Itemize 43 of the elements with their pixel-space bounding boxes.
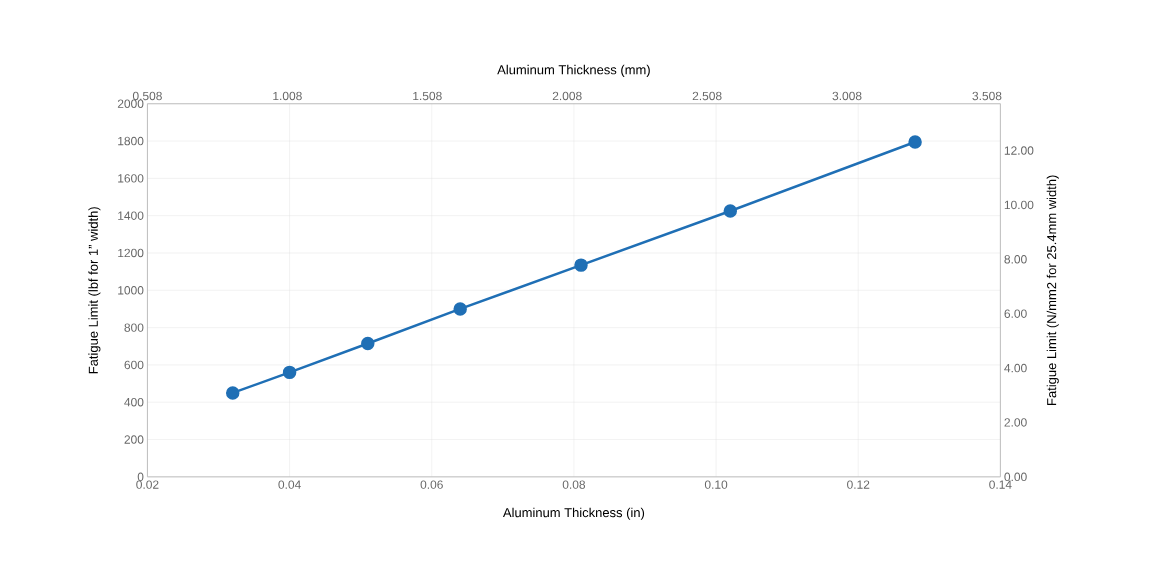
x-tick-label: 0.08 — [562, 480, 586, 490]
y2-axis-title: Fatigue Limit (N/mm2 for 25.4mm width) — [1046, 175, 1059, 406]
y2-tick-label: 12.00 — [1004, 146, 1034, 155]
x2-tick-label: 0.508 — [132, 91, 162, 101]
y2-tick-label: 6.00 — [1004, 309, 1027, 319]
x-tick-label: 0.12 — [847, 480, 870, 490]
y-tick-label: 2000 — [117, 99, 144, 109]
x2-tick-label: 1.508 — [413, 91, 442, 101]
y-tick-label: 600 — [124, 360, 144, 370]
y-tick-label: 1200 — [118, 248, 144, 258]
y2-tick-label: 2.00 — [1004, 418, 1027, 427]
x2-axis-title: Aluminum Thickness (mm) — [497, 65, 650, 78]
point — [453, 302, 467, 316]
x2-tick-label: 3.008 — [832, 91, 862, 101]
point — [723, 204, 738, 218]
y2-tick-label: 0.00 — [1004, 472, 1027, 482]
x-axis-title: Aluminum Thickness (in) — [502, 507, 645, 520]
x-tick-label: 0.06 — [420, 480, 443, 490]
x-tick-label: 0.14 — [989, 480, 1012, 490]
y-tick-label: 800 — [124, 323, 144, 333]
y2-tick-label: 4.00 — [1004, 364, 1027, 373]
x2-tick-label: 2.008 — [552, 91, 582, 101]
point — [574, 258, 588, 273]
x2-tick-label: 3.508 — [972, 91, 1002, 101]
x-tick-label: 0.02 — [136, 480, 159, 490]
point — [908, 135, 922, 149]
point — [282, 365, 297, 380]
y2-tick-label: 8.00 — [1004, 255, 1027, 264]
x-tick-label: 0.04 — [278, 480, 301, 490]
y-tick-label: 1000 — [118, 286, 144, 295]
x2-tick-label: 2.508 — [692, 91, 722, 101]
y-tick-label: 0 — [137, 472, 144, 482]
y-tick-label: 400 — [124, 398, 144, 407]
y-tick-label: 1400 — [118, 211, 144, 221]
x-tick-label: 0.10 — [704, 480, 728, 490]
x2-tick-label: 1.008 — [273, 91, 302, 101]
point — [361, 336, 375, 351]
y-axis-title: Fatigue Limit (lbf for 1” width) — [88, 207, 101, 374]
point — [225, 386, 240, 400]
y2-tick-label: 10.00 — [1004, 200, 1034, 210]
y-tick-label: 200 — [124, 435, 144, 444]
y-tick-label: 1600 — [118, 174, 144, 183]
y-tick-label: 1800 — [118, 137, 144, 146]
